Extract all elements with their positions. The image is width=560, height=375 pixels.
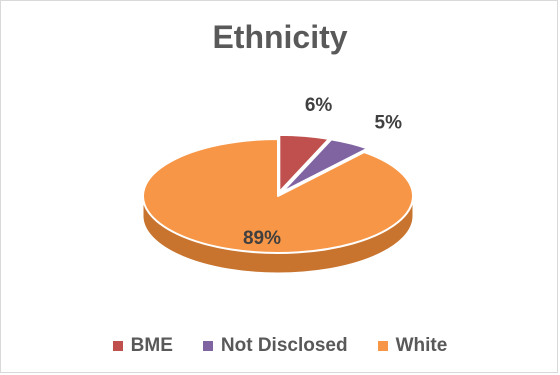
slice-not-disclosed [280,138,369,194]
data-label-white: 89% [243,228,281,249]
legend-label-not-disclosed: Not Disclosed [220,335,348,356]
data-label-bme: 6% [305,95,333,116]
data-label-not-disclosed: 5% [375,112,403,133]
legend-item-white: White [377,335,448,357]
legend: BME Not Disclosed White [1,335,559,357]
legend-label-white: White [395,335,448,356]
slice-white [142,138,414,254]
legend-item-not-disclosed: Not Disclosed [202,335,348,357]
legend-item-bme: BME [112,335,173,357]
slice-bme [278,133,331,193]
legend-label-bme: BME [130,335,173,356]
chart-title: Ethnicity [212,19,348,55]
legend-swatch-not-disclosed [202,341,213,351]
legend-swatch-bme [112,341,123,351]
legend-swatch-white [377,341,388,351]
